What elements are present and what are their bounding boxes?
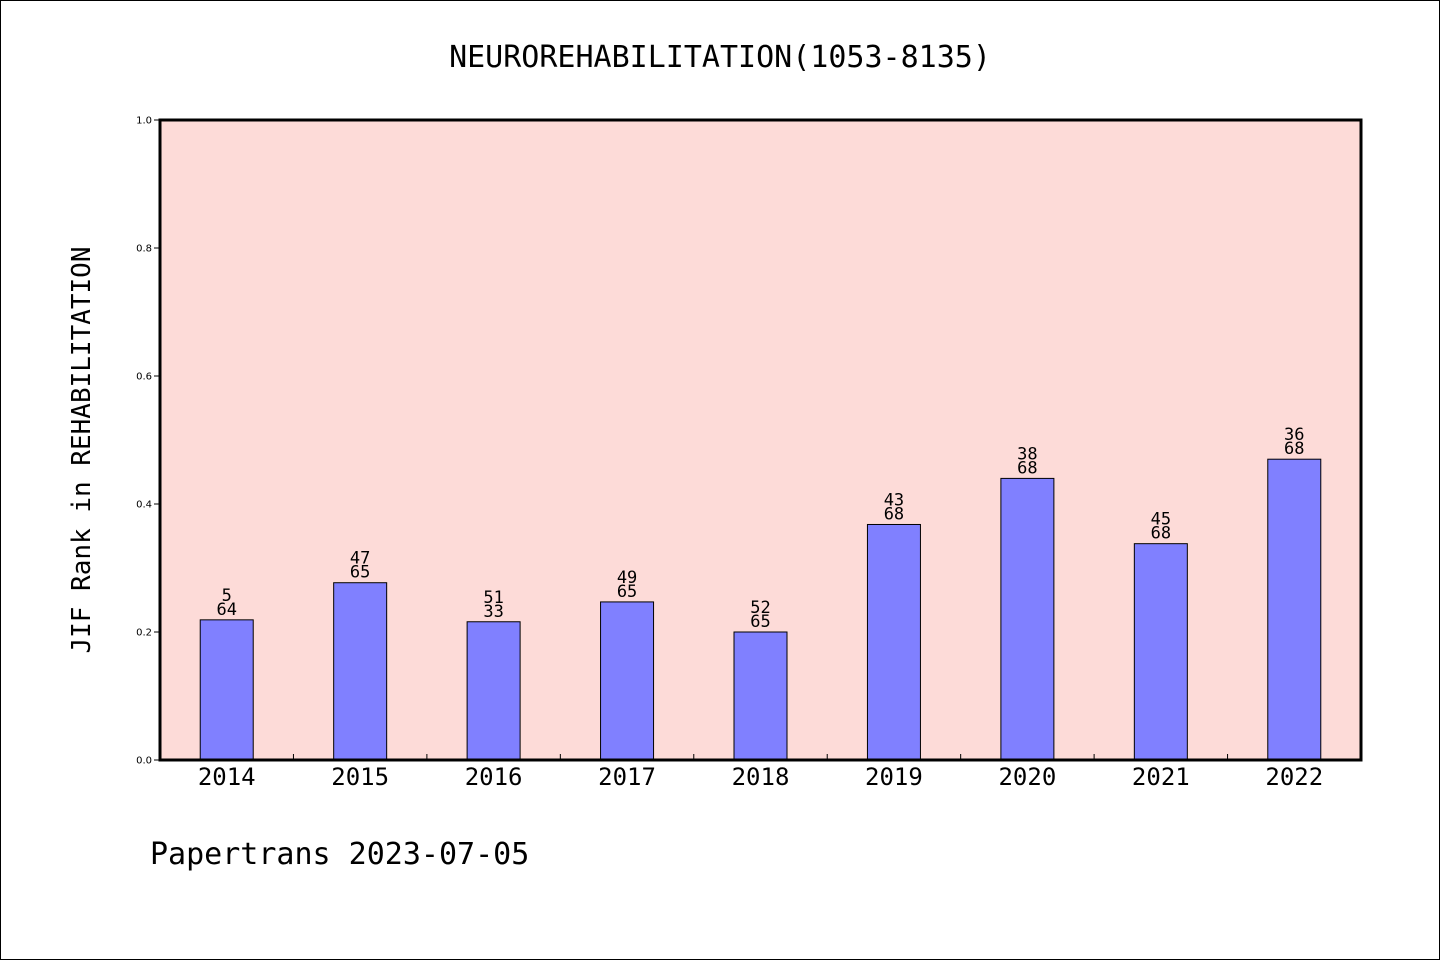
bar-label-total: 65 bbox=[750, 612, 770, 632]
bar-2019 bbox=[866, 523, 921, 761]
bar-label-rank: 5 bbox=[222, 586, 232, 606]
x-tick-label: 2016 bbox=[465, 763, 523, 791]
bar-label-rank: 49 bbox=[617, 568, 637, 588]
bar-label-rank: 36 bbox=[1284, 425, 1304, 445]
bar-label-total: 68 bbox=[1151, 524, 1171, 544]
bar-2016 bbox=[466, 621, 521, 761]
bar-label-total: 65 bbox=[350, 563, 370, 583]
bar-2018 bbox=[733, 631, 788, 761]
y-tick-label: 0.4 bbox=[136, 500, 152, 511]
x-tick-label: 2022 bbox=[1265, 763, 1323, 791]
bar-label-rank: 47 bbox=[350, 549, 370, 569]
bar-label-rank: 45 bbox=[1151, 510, 1171, 530]
x-axis-ticks: 2014 2015 2016 2017 2018 2019 2020 2021 2022 bbox=[198, 754, 1323, 791]
bar-2020 bbox=[1000, 477, 1055, 761]
bar-label-rank: 51 bbox=[483, 588, 503, 608]
bar-2022 bbox=[1267, 458, 1322, 761]
bar-2014 bbox=[199, 619, 254, 761]
bar-label-rank: 52 bbox=[750, 598, 770, 618]
x-tick-label: 2020 bbox=[998, 763, 1056, 791]
bar-label-total: 64 bbox=[216, 600, 236, 620]
y-tick-label: 0.0 bbox=[136, 756, 152, 767]
bar-2015 bbox=[333, 582, 388, 761]
bars-group bbox=[199, 458, 1322, 761]
bar-label-total: 65 bbox=[617, 582, 637, 602]
x-tick-label: 2014 bbox=[198, 763, 256, 791]
x-tick-label: 2021 bbox=[1132, 763, 1190, 791]
bar-label-total: 68 bbox=[1017, 458, 1037, 478]
x-tick-label: 2017 bbox=[598, 763, 656, 791]
plot-border bbox=[158, 118, 1363, 762]
y-axis-ticks: 0.0 0.2 0.4 0.6 0.8 1.0 bbox=[136, 116, 160, 767]
bar-2021 bbox=[1133, 543, 1188, 761]
bar-label-rank: 38 bbox=[1017, 444, 1037, 464]
x-tick-label: 2015 bbox=[331, 763, 389, 791]
y-axis-label: JIF Rank in REHABILITATION bbox=[67, 247, 97, 654]
bar-label-total: 33 bbox=[483, 602, 503, 622]
footer-credit: Papertrans 2023-07-05 bbox=[150, 837, 529, 872]
x-tick-label: 2018 bbox=[732, 763, 790, 791]
x-tick-label: 2019 bbox=[865, 763, 923, 791]
bar-2017 bbox=[600, 601, 655, 761]
y-tick-label: 0.2 bbox=[136, 628, 152, 639]
y-tick-label: 0.6 bbox=[136, 372, 152, 383]
bar-label-total: 68 bbox=[1284, 439, 1304, 459]
bar-label-rank: 43 bbox=[884, 490, 904, 510]
bar-label-total: 68 bbox=[884, 504, 904, 524]
y-tick-label: 0.8 bbox=[136, 244, 152, 255]
chart-title: NEUROREHABILITATION(1053-8135) bbox=[449, 40, 991, 75]
y-tick-label: 1.0 bbox=[136, 116, 152, 127]
